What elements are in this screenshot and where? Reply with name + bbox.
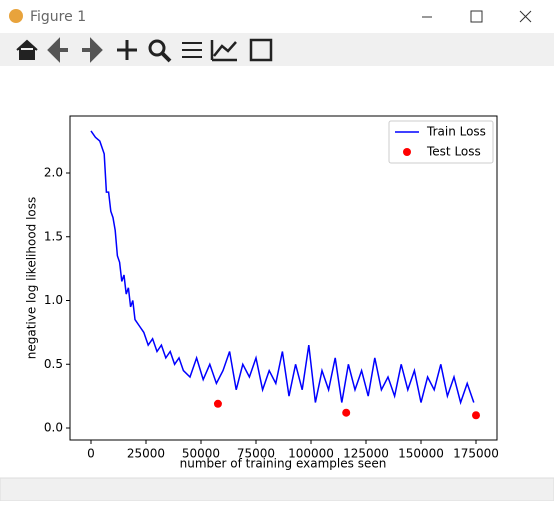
x-tick-label: 75000	[237, 447, 275, 461]
toolbar	[16, 37, 273, 63]
pan-button[interactable]	[117, 40, 137, 60]
x-axis-label: number of training examples seen	[180, 457, 387, 471]
y-tick-label: 1.5	[44, 229, 63, 243]
x-tick-label: 100000	[288, 447, 334, 461]
maximize-button[interactable]	[470, 10, 483, 23]
test-loss-point	[342, 408, 351, 417]
axes-frame	[69, 115, 498, 441]
legend-label: Test Loss	[426, 145, 481, 159]
close-button[interactable]	[519, 10, 532, 23]
y-tick-label: 0.5	[44, 357, 63, 371]
test-loss-point	[472, 411, 481, 420]
train-loss-line	[90, 130, 475, 406]
x-tick-label: 150000	[398, 447, 444, 461]
x-tick-label: 125000	[343, 447, 389, 461]
x-tick-label: 25000	[127, 447, 165, 461]
title-bar	[0, 0, 554, 33]
edit-axis-button[interactable]	[210, 40, 237, 62]
save-button[interactable]	[249, 38, 273, 62]
y-tick-label: 1.0	[44, 293, 63, 307]
legend-marker	[403, 148, 411, 156]
back-button[interactable]	[47, 37, 68, 63]
x-tick-label: 175000	[453, 447, 499, 461]
x-tick-label: 0	[87, 447, 95, 461]
forward-button[interactable]	[82, 37, 103, 63]
window-title: Figure 1	[30, 9, 86, 25]
zoom-button[interactable]	[148, 39, 166, 57]
y-axis-label: negative log likelihood loss	[25, 197, 39, 360]
status-bar	[0, 477, 554, 502]
x-tick-label: 50000	[182, 447, 220, 461]
home-button[interactable]	[16, 39, 38, 60]
app-icon	[9, 9, 23, 23]
configure-button[interactable]	[182, 42, 202, 58]
y-tick-label: 0.0	[44, 421, 63, 435]
y-tick-label: 2.0	[44, 165, 63, 179]
legend-label: Train Loss	[426, 125, 486, 139]
test-loss-point	[213, 399, 222, 408]
